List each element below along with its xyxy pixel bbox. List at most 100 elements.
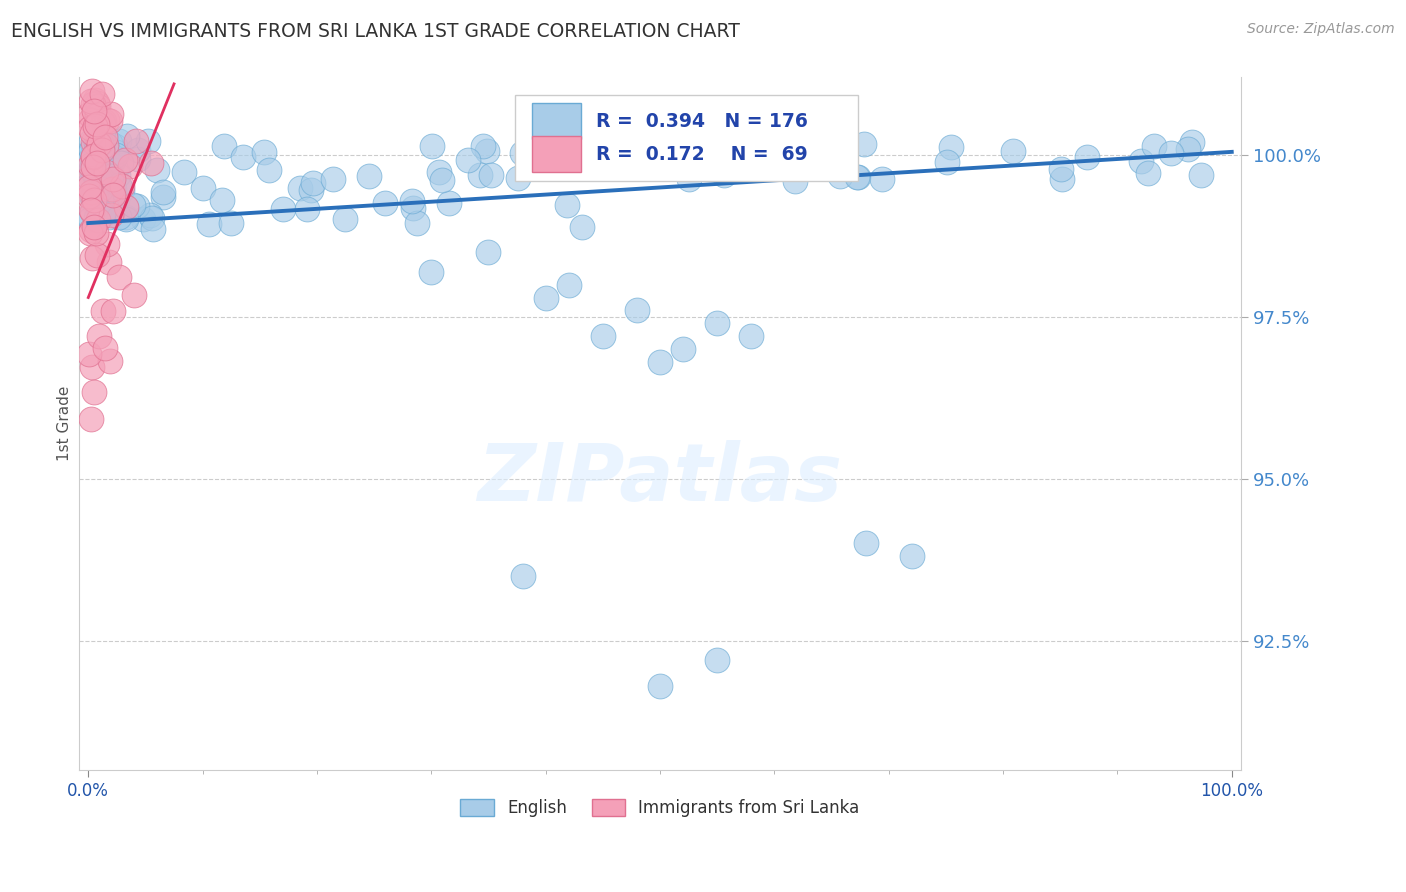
Point bbox=[299, 183, 322, 197]
Point bbox=[100, 207, 122, 221]
Point bbox=[139, 208, 162, 222]
Point bbox=[1189, 168, 1212, 182]
Point bbox=[90, 149, 112, 163]
Point bbox=[87, 145, 110, 159]
Point bbox=[626, 303, 648, 318]
Point bbox=[80, 143, 103, 157]
Point bbox=[512, 569, 534, 583]
FancyBboxPatch shape bbox=[533, 103, 581, 139]
Point bbox=[125, 134, 148, 148]
Point bbox=[79, 178, 101, 192]
Point bbox=[111, 179, 134, 194]
Point bbox=[830, 137, 852, 152]
Point bbox=[105, 194, 128, 208]
Point bbox=[82, 84, 104, 98]
Point bbox=[322, 171, 344, 186]
Point bbox=[80, 126, 103, 140]
Point bbox=[335, 211, 357, 226]
Point bbox=[91, 304, 114, 318]
Point bbox=[402, 201, 425, 215]
Point bbox=[89, 202, 111, 217]
Point bbox=[82, 157, 104, 171]
Point bbox=[100, 157, 122, 171]
Point bbox=[401, 194, 423, 208]
Point bbox=[80, 202, 103, 217]
Text: Source: ZipAtlas.com: Source: ZipAtlas.com bbox=[1247, 22, 1395, 37]
Point bbox=[111, 183, 134, 197]
Point bbox=[79, 177, 101, 191]
Point bbox=[79, 158, 101, 172]
Point bbox=[1130, 154, 1153, 169]
Point bbox=[84, 177, 107, 191]
Point bbox=[80, 223, 103, 237]
Point bbox=[86, 212, 108, 227]
Point bbox=[89, 136, 111, 151]
Point bbox=[214, 138, 236, 153]
Point bbox=[83, 167, 105, 181]
Point bbox=[479, 168, 502, 182]
Point bbox=[828, 169, 851, 184]
Point bbox=[82, 160, 104, 174]
Point bbox=[80, 185, 103, 199]
Point bbox=[82, 149, 104, 163]
Point bbox=[91, 164, 114, 178]
Point bbox=[707, 142, 730, 156]
Point bbox=[80, 161, 103, 176]
Point bbox=[86, 139, 108, 153]
Point bbox=[737, 159, 759, 173]
Point bbox=[100, 208, 122, 222]
Point bbox=[571, 220, 593, 235]
Point bbox=[93, 173, 115, 187]
Point bbox=[79, 112, 101, 127]
Point bbox=[586, 153, 609, 167]
Point bbox=[89, 167, 111, 181]
Point bbox=[83, 384, 105, 399]
Point bbox=[101, 182, 124, 196]
Point bbox=[100, 169, 122, 183]
Point bbox=[80, 360, 103, 375]
Point bbox=[1050, 162, 1073, 177]
Point bbox=[82, 144, 104, 158]
Point bbox=[290, 181, 312, 195]
Point bbox=[648, 355, 671, 369]
Point bbox=[86, 95, 108, 110]
Point bbox=[427, 165, 450, 179]
Point bbox=[90, 147, 112, 161]
Point bbox=[648, 679, 671, 693]
Point bbox=[682, 155, 704, 169]
Point bbox=[83, 201, 105, 215]
Point bbox=[510, 146, 533, 161]
Point bbox=[79, 106, 101, 120]
Point bbox=[82, 149, 104, 163]
Point bbox=[94, 130, 117, 145]
Point bbox=[554, 159, 576, 173]
Point bbox=[872, 172, 894, 186]
Point bbox=[91, 116, 114, 130]
Point bbox=[783, 174, 806, 188]
Point bbox=[98, 210, 121, 224]
Text: R =  0.172    N =  69: R = 0.172 N = 69 bbox=[596, 145, 808, 164]
Point bbox=[900, 549, 922, 564]
Point bbox=[83, 194, 105, 208]
Point bbox=[579, 139, 602, 153]
Point bbox=[80, 189, 103, 203]
Point bbox=[80, 252, 103, 266]
Point bbox=[219, 216, 242, 230]
Point bbox=[252, 145, 274, 160]
Point bbox=[257, 163, 280, 178]
Point bbox=[1177, 142, 1199, 156]
Point bbox=[1143, 139, 1166, 153]
Point bbox=[91, 140, 114, 154]
Point bbox=[93, 207, 115, 221]
Point bbox=[90, 193, 112, 207]
Point bbox=[83, 185, 105, 199]
Point bbox=[406, 216, 429, 230]
Point bbox=[79, 412, 101, 426]
Point bbox=[374, 195, 396, 210]
Point bbox=[79, 209, 101, 223]
Point bbox=[141, 155, 163, 169]
Point bbox=[86, 211, 108, 225]
Point bbox=[91, 144, 114, 158]
Point bbox=[105, 145, 128, 159]
Point bbox=[93, 189, 115, 203]
